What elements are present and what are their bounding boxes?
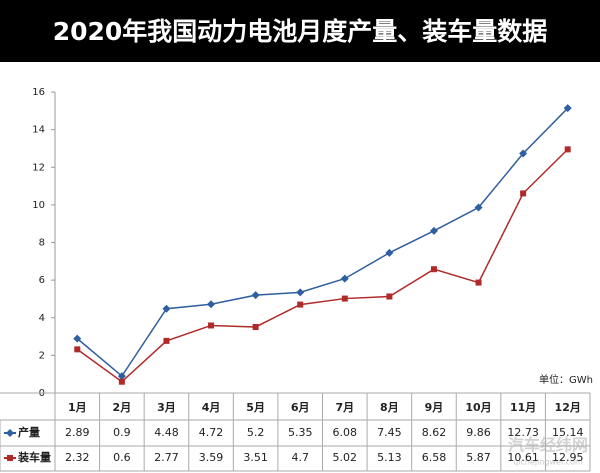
point xyxy=(563,104,572,113)
y-tick-label: 4 xyxy=(39,313,45,324)
point xyxy=(475,279,482,286)
x-tick-label: 4月 xyxy=(202,401,221,414)
table-value: 5.35 xyxy=(288,426,313,439)
point xyxy=(296,288,305,297)
point xyxy=(430,266,437,273)
point xyxy=(118,378,125,385)
point xyxy=(474,203,483,212)
legend-label: 装车量 xyxy=(17,450,51,464)
x-tick-label: 12月 xyxy=(555,401,581,414)
point xyxy=(251,291,260,300)
table-value: 10.61 xyxy=(507,451,539,464)
y-tick-label: 10 xyxy=(32,200,45,211)
point xyxy=(385,248,394,257)
table-value: 4.7 xyxy=(291,451,309,464)
table-value: 3.59 xyxy=(199,451,224,464)
point xyxy=(73,334,82,343)
table-value: 12.95 xyxy=(552,451,584,464)
point xyxy=(519,149,528,158)
table-value: 6.58 xyxy=(422,451,447,464)
unit-note: 单位：GWh xyxy=(539,373,593,386)
x-tick-label: 3月 xyxy=(157,401,176,414)
x-tick-label: 2月 xyxy=(113,401,132,414)
point xyxy=(340,274,349,283)
point xyxy=(6,429,14,437)
table-value: 0.9 xyxy=(113,426,131,439)
point xyxy=(163,337,170,344)
x-tick-label: 6月 xyxy=(291,401,310,414)
x-tick-label: 9月 xyxy=(425,401,444,414)
x-tick-label: 7月 xyxy=(335,401,354,414)
table-value: 9.86 xyxy=(466,426,491,439)
table-value: 3.51 xyxy=(243,451,268,464)
table-value: 5.2 xyxy=(247,426,265,439)
point xyxy=(208,322,215,329)
x-tick-label: 10月 xyxy=(465,401,491,414)
x-tick-label: 8月 xyxy=(380,401,399,414)
point xyxy=(386,293,393,300)
table-value: 8.62 xyxy=(422,426,447,439)
y-tick-label: 12 xyxy=(32,162,45,173)
point xyxy=(207,300,216,309)
point xyxy=(117,372,126,381)
point xyxy=(520,190,527,197)
point xyxy=(429,226,438,235)
x-tick-label: 5月 xyxy=(246,401,265,414)
y-tick-label: 14 xyxy=(32,125,45,136)
table-value: 5.87 xyxy=(466,451,491,464)
table-value: 2.32 xyxy=(65,451,90,464)
x-tick-label: 11月 xyxy=(510,401,536,414)
series-line xyxy=(76,107,569,378)
y-tick-label: 8 xyxy=(39,238,45,249)
table-value: 5.13 xyxy=(377,451,402,464)
series-line xyxy=(76,148,569,383)
point xyxy=(74,346,81,353)
table-value: 2.89 xyxy=(65,426,90,439)
table-value: 4.48 xyxy=(154,426,179,439)
point xyxy=(297,301,304,308)
watermark: 汽车经纬网 xyxy=(508,436,588,455)
legend-label: 产量 xyxy=(18,425,40,439)
point xyxy=(341,295,348,302)
table-value: 15.14 xyxy=(552,426,584,439)
chart-title: 2020年我国动力电池月度产量、装车量数据 xyxy=(53,17,548,46)
y-tick-label: 2 xyxy=(39,350,45,361)
point xyxy=(7,455,13,461)
point xyxy=(162,304,171,313)
table-value: 12.73 xyxy=(507,426,539,439)
table-value: 7.45 xyxy=(377,426,402,439)
x-tick-label: 1月 xyxy=(68,401,87,414)
y-tick-label: 6 xyxy=(39,275,45,286)
table-value: 6.08 xyxy=(333,426,358,439)
table-value: 2.77 xyxy=(154,451,179,464)
point xyxy=(252,323,259,330)
table-value: 4.72 xyxy=(199,426,224,439)
table-value: 5.02 xyxy=(333,451,358,464)
y-tick-label: 16 xyxy=(32,87,45,98)
title-bar xyxy=(0,0,600,62)
watermark-url: qichejingwei.com xyxy=(513,458,583,467)
point xyxy=(564,146,571,153)
table-value: 0.6 xyxy=(113,451,131,464)
